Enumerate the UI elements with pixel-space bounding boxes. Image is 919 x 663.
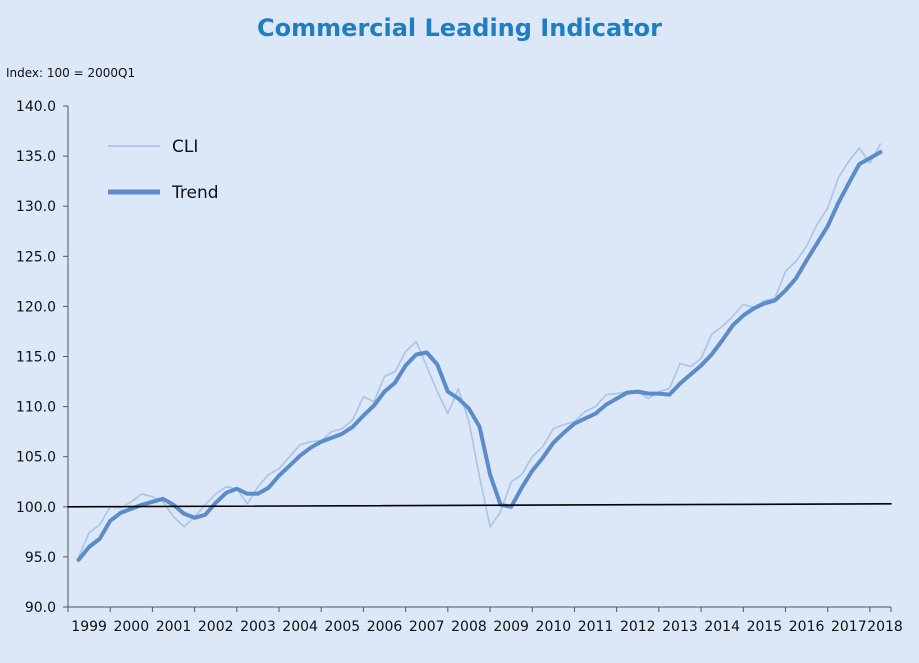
x-tick-label: 2002 (198, 619, 234, 635)
x-tick-label: 1999 (71, 619, 107, 635)
y-tick-label: 130.0 (16, 199, 56, 215)
x-tick-label: 2005 (325, 619, 361, 635)
y-tick-label: 140.0 (16, 99, 56, 115)
x-tick-label: 2017 (831, 619, 867, 635)
x-tick-label: 2012 (620, 619, 656, 635)
y-tick-label: 90.0 (25, 600, 56, 616)
x-tick-label: 2016 (789, 619, 825, 635)
x-tick-label: 2014 (704, 619, 740, 635)
y-tick-label: 115.0 (16, 350, 56, 366)
y-tick-label: 125.0 (16, 249, 56, 265)
x-tick-label: 2010 (536, 619, 572, 635)
x-tick-label: 2009 (493, 619, 529, 635)
x-tick-label: 2018 (867, 619, 903, 635)
y-tick-label: 120.0 (16, 299, 56, 315)
x-tick-label: 2006 (367, 619, 403, 635)
series-trend-line (76, 150, 883, 562)
x-tick-label: 2003 (240, 619, 276, 635)
x-tick-label: 2013 (662, 619, 698, 635)
x-tick-label: 2004 (282, 619, 318, 635)
x-tick-label: 2000 (113, 619, 149, 635)
reference-line (67, 502, 892, 508)
y-tick-label: 105.0 (16, 450, 56, 466)
y-tick-label: 100.0 (16, 500, 56, 516)
x-tick-label: 2001 (156, 619, 192, 635)
x-tick-label: 2007 (409, 619, 445, 635)
y-tick-label: 95.0 (25, 550, 56, 566)
x-tick-label: 2008 (451, 619, 487, 635)
y-tick-label: 135.0 (16, 149, 56, 165)
legend-label-cli: CLI (172, 137, 198, 157)
legend-label-trend: Trend (171, 183, 219, 203)
x-tick-label: 2011 (578, 619, 614, 635)
y-axis-label: Index: 100 = 2000Q1 (6, 66, 136, 80)
x-tick-label: 2015 (747, 619, 783, 635)
y-tick-label: 110.0 (16, 400, 56, 416)
series-cli-line (77, 143, 882, 558)
chart-title: Commercial Leading Indicator (257, 14, 662, 42)
